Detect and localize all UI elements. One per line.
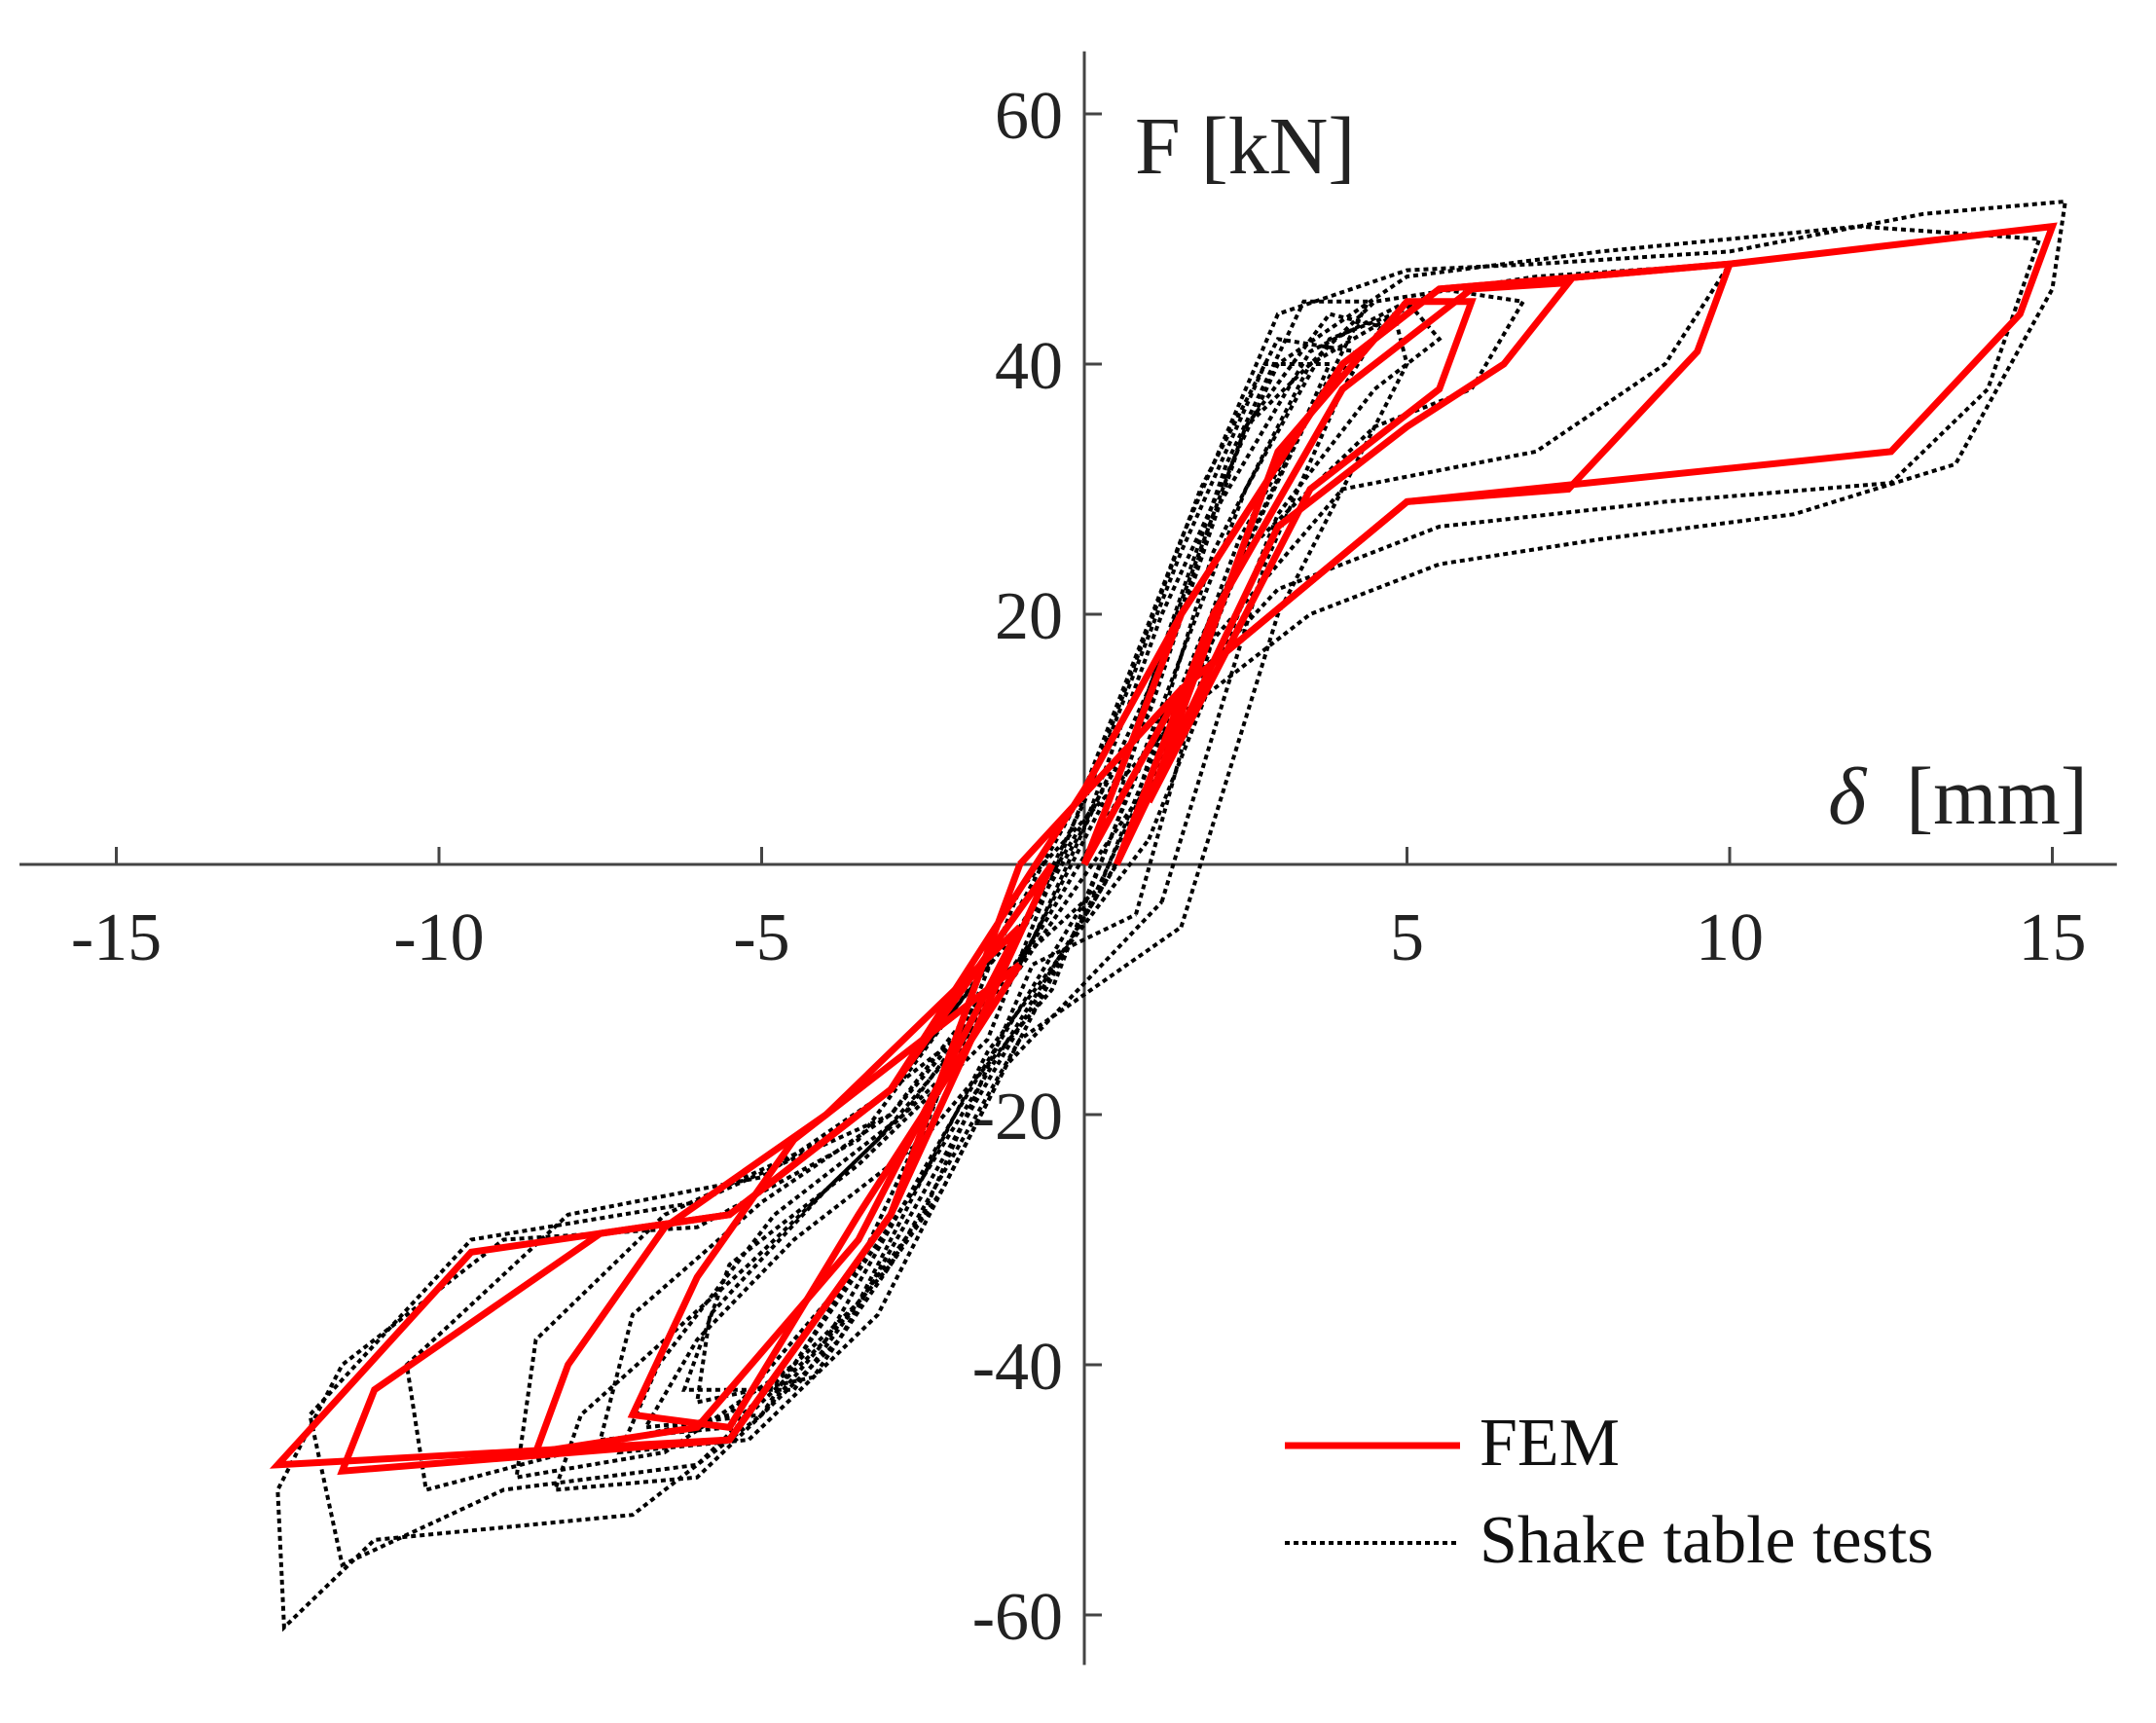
x-axis-title: δ [mm] — [1828, 752, 2088, 842]
test-loop — [308, 224, 2042, 1568]
x-tick-label: -15 — [71, 900, 162, 975]
test-loop — [275, 199, 2068, 1632]
x-tick-label: 10 — [1696, 900, 1764, 975]
y-axis-title: F [kN] — [1135, 101, 1355, 192]
legend-label-fem: FEM — [1480, 1406, 1620, 1481]
fem-loop — [337, 862, 1055, 1476]
fem-loop — [1113, 278, 1576, 866]
x-tick-label: -10 — [393, 900, 484, 975]
fem-loop — [269, 222, 2058, 1469]
test-loop — [641, 311, 1409, 1430]
x-axis-unit: [mm] — [1906, 752, 2088, 842]
fem-loop — [627, 962, 1023, 1432]
ticks: -15 -10 -5 5 10 15 60 40 20 -20 -40 -60 — [71, 79, 2087, 1655]
x-tick-label: -5 — [733, 900, 789, 975]
y-tick-label: -60 — [972, 1580, 1063, 1655]
x-tick-label: 15 — [2019, 900, 2087, 975]
fem-loop — [1080, 260, 1736, 866]
axes — [19, 51, 2117, 1666]
y-tick-label: 20 — [995, 579, 1063, 654]
series-shake-table-tests — [275, 199, 2068, 1632]
fem-loop — [1146, 298, 1477, 804]
test-loop — [552, 299, 1371, 1492]
legend-label-tests: Shake table tests — [1480, 1503, 1934, 1578]
x-tick-label: 5 — [1390, 900, 1424, 975]
y-tick-label: -40 — [972, 1330, 1063, 1405]
y-tick-label: 60 — [995, 79, 1063, 154]
x-axis-symbol: δ — [1828, 752, 1868, 842]
y-tick-label: -20 — [972, 1080, 1063, 1155]
test-loop — [404, 261, 1734, 1493]
series-fem — [269, 222, 2058, 1476]
test-loop — [681, 337, 1360, 1392]
legend: FEM Shake table tests — [1285, 1406, 1934, 1578]
y-tick-label: 40 — [995, 329, 1063, 404]
